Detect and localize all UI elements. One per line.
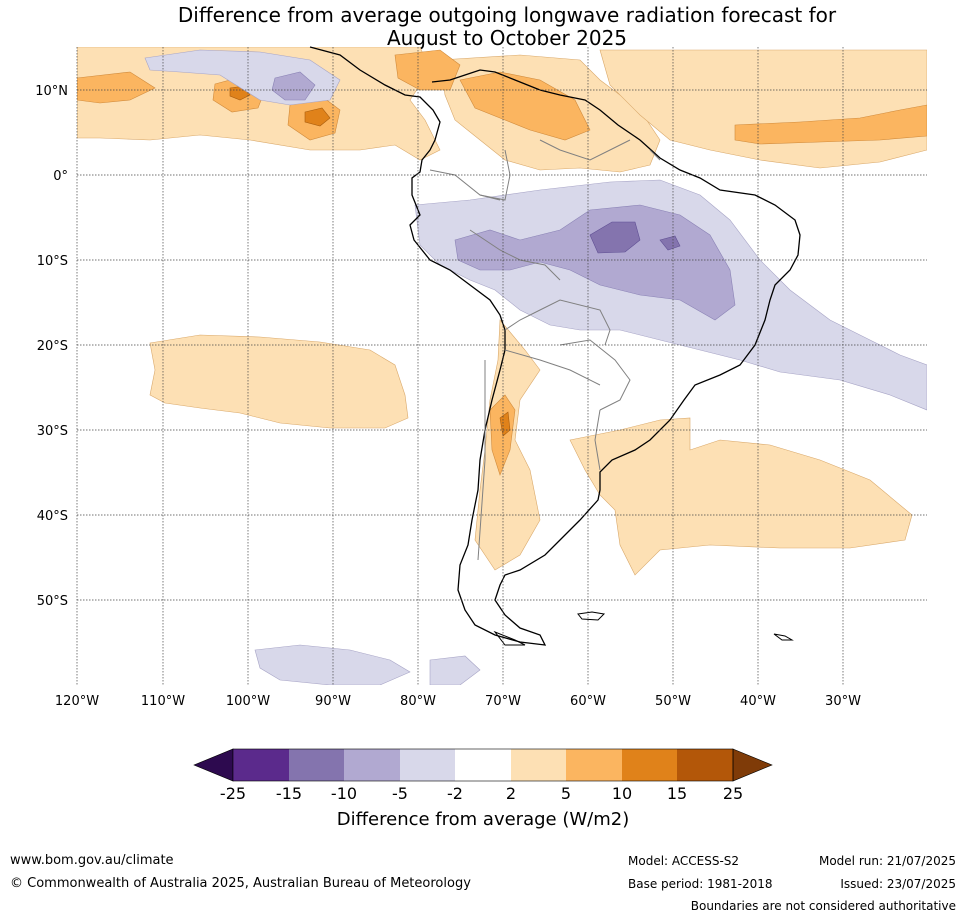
colorbar-max-extend xyxy=(732,748,773,782)
colorbar-segment xyxy=(622,749,677,781)
longitude-labels: 120°W 110°W 100°W 90°W 80°W 70°W 60°W 50… xyxy=(55,694,861,709)
lon-label: 40°W xyxy=(740,694,776,709)
copyright-text: © Commonwealth of Australia 2025, Austra… xyxy=(10,876,471,891)
colorbar-segment xyxy=(344,749,400,781)
lon-label: 30°W xyxy=(825,694,861,709)
colorbar-tick: -5 xyxy=(392,784,408,803)
lat-label: 30°S xyxy=(37,424,68,439)
falkland-islands xyxy=(577,611,606,621)
base-period: Base period: 1981-2018 xyxy=(628,877,773,891)
colorbar-tick: -25 xyxy=(220,784,246,803)
lon-label: 120°W xyxy=(55,694,99,709)
colorbar-segment xyxy=(677,749,733,781)
lon-label: 70°W xyxy=(485,694,521,709)
south-georgia xyxy=(773,633,794,641)
colorbar-segment xyxy=(511,749,566,781)
lat-label: 10°S xyxy=(37,254,68,269)
colorbar-tick: 10 xyxy=(612,784,632,803)
colorbar-label: Difference from average (W/m2) xyxy=(337,809,629,830)
positive-anomaly-moderate-7 xyxy=(489,394,516,476)
colorbar-ticks: -25 -15 -10 -5 -2 2 5 10 15 25 xyxy=(220,784,743,803)
map-title: Difference from average outgoing longwav… xyxy=(77,4,937,50)
lat-label: 20°S xyxy=(37,339,68,354)
map-title-line2: August to October 2025 xyxy=(386,26,628,50)
positive-anomaly-moderate-5 xyxy=(459,71,591,141)
lat-label: 50°S xyxy=(37,594,68,609)
colorbar-tick: 2 xyxy=(506,784,516,803)
colorbar xyxy=(193,748,773,782)
positive-anomaly-strong-2 xyxy=(304,107,331,127)
positive-anomaly-moderate-1 xyxy=(77,71,156,104)
lon-label: 90°W xyxy=(315,694,351,709)
colorbar-tick: -10 xyxy=(331,784,357,803)
colorbar-segment xyxy=(400,749,455,781)
positive-anomaly-moderate-6 xyxy=(734,104,927,145)
lat-label: 10°N xyxy=(35,84,68,99)
negative-anomaly-strong-2 xyxy=(659,235,681,251)
country-borders xyxy=(429,139,661,561)
colorbar-frame xyxy=(232,748,734,782)
tierra-del-fuego xyxy=(493,630,526,646)
lon-label: 60°W xyxy=(570,694,606,709)
colorbar-segment xyxy=(455,749,511,781)
south-america-coastline xyxy=(309,46,801,646)
colorbar-segment xyxy=(566,749,622,781)
lat-label: 0° xyxy=(53,169,68,184)
graticule xyxy=(76,47,927,685)
colorbar-min-extend xyxy=(193,748,234,782)
boundaries-disclaimer: Boundaries are not considered authoritat… xyxy=(690,899,956,913)
colorbar-tick: 5 xyxy=(561,784,571,803)
latitude-labels: 10°N 0° 10°S 20°S 30°S 40°S 50°S xyxy=(35,84,68,609)
lon-label: 80°W xyxy=(400,694,436,709)
lon-label: 110°W xyxy=(141,694,185,709)
positive-anomaly-south-atlantic xyxy=(569,417,913,576)
colorbar-tick: 25 xyxy=(723,784,743,803)
colorbar-tick: -15 xyxy=(276,784,302,803)
colorbar-segment xyxy=(233,749,289,781)
colorbar-tick: 15 xyxy=(667,784,687,803)
model-run-date: Model run: 21/07/2025 xyxy=(818,854,956,868)
colorbar-tick: -2 xyxy=(447,784,463,803)
negative-anomaly-south-1 xyxy=(254,644,411,685)
map-title-line1: Difference from average outgoing longwav… xyxy=(177,3,837,27)
positive-anomaly-south-pacific xyxy=(149,334,409,429)
colorbar-segment xyxy=(289,749,344,781)
negative-anomaly-south-2 xyxy=(429,655,481,685)
negative-anomaly-strong-1 xyxy=(589,221,641,254)
website-link[interactable]: www.bom.gov.au/climate xyxy=(10,853,174,868)
negative-anomaly-moderate-2 xyxy=(454,204,736,321)
model-name: Model: ACCESS-S2 xyxy=(628,854,740,868)
anomaly-fields xyxy=(77,47,927,685)
lat-label: 40°S xyxy=(37,509,68,524)
lon-label: 50°W xyxy=(655,694,691,709)
issued-date: Issued: 23/07/2025 xyxy=(840,877,956,891)
lon-label: 100°W xyxy=(226,694,270,709)
